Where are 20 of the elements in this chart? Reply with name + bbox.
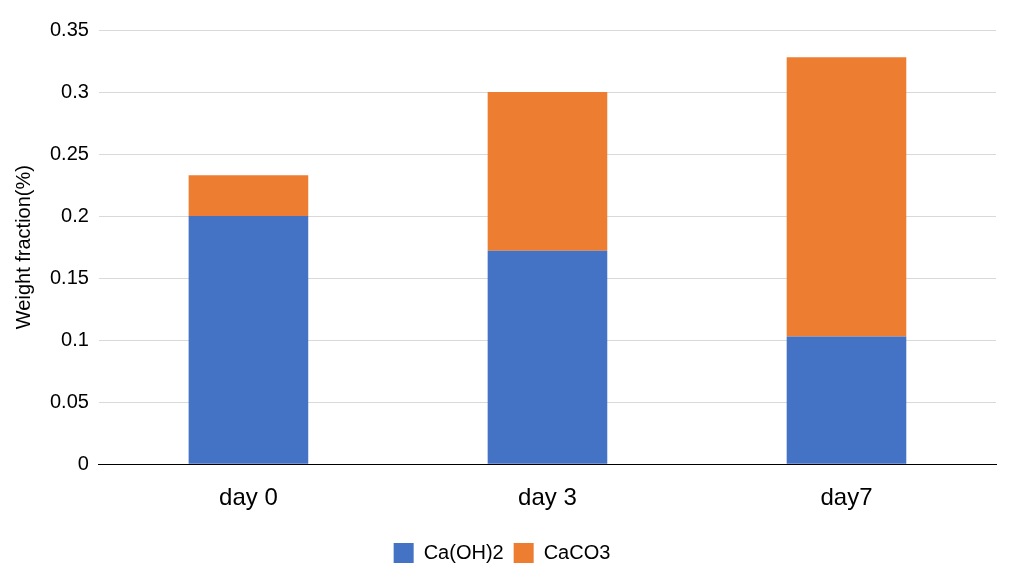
- y-tick-label: 0.2: [61, 203, 89, 226]
- y-tick-label: 0.05: [49, 389, 89, 412]
- y-tick-label: 0.15: [49, 265, 89, 288]
- bar: [487, 92, 608, 251]
- bar: [786, 57, 907, 337]
- bar: [188, 175, 309, 217]
- bar: [786, 336, 907, 464]
- x-tick-label: day 0: [219, 483, 278, 511]
- bar: [188, 216, 309, 464]
- x-tick-label: day7: [820, 483, 873, 511]
- y-tick-label: 0.3: [61, 79, 89, 102]
- x-tick-label: day 3: [518, 483, 577, 511]
- y-tick-label: 0.35: [49, 17, 89, 40]
- legend-label: Ca(OH)2: [423, 540, 504, 563]
- y-axis-title: Weight fraction(%): [11, 165, 34, 330]
- legend-label: CaCO3: [543, 540, 611, 563]
- y-tick-label: 0.25: [49, 141, 89, 164]
- y-tick-label: 0: [77, 451, 89, 474]
- y-tick-label: 0.1: [61, 327, 89, 350]
- bar: [487, 250, 608, 464]
